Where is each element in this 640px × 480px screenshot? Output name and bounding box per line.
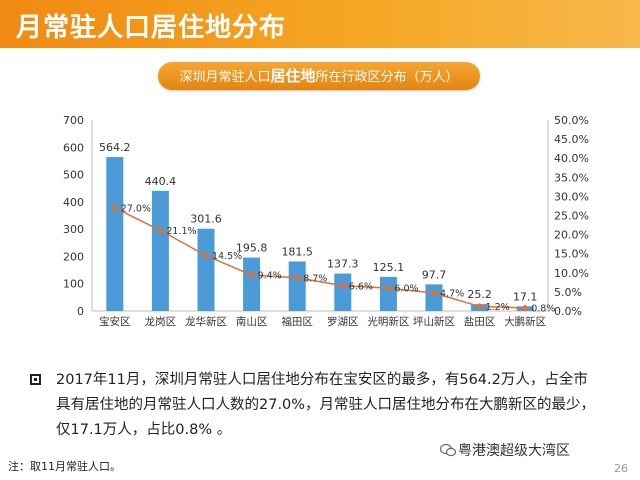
bar <box>243 257 261 311</box>
percent-value-label: 27.0% <box>121 203 151 214</box>
x-tick-label: 福田区 <box>281 315 313 328</box>
y-tick-label-left: 700 <box>63 114 84 127</box>
header-banner: 月常驻人口居住地分布 <box>0 0 640 48</box>
x-tick-label: 罗湖区 <box>327 316 359 328</box>
percent-value-label: 9.4% <box>258 271 282 282</box>
chart-subtitle-prefix: 深圳月常驻人口 <box>179 70 271 85</box>
y-tick-label-right: 40.0% <box>554 152 589 165</box>
percent-value-label: 21.1% <box>166 226 196 237</box>
y-tick-label-left: 500 <box>63 169 84 182</box>
bar-value-label: 181.5 <box>281 245 313 258</box>
chart-subtitle-box: 深圳月常驻人口居住地所在行政区分布（万人） <box>158 62 480 90</box>
combo-chart: 0 100 200 300 400 500 600 700 0.0% 5.0% 10.0% 15.0%… <box>63 114 589 328</box>
x-tick-label: 坪山新区 <box>413 315 455 328</box>
chart-subtitle-bold: 居住地 <box>270 67 316 85</box>
percent-point <box>111 204 119 212</box>
y-tick-label-left: 400 <box>63 196 84 209</box>
chart-subtitle-suffix: 所在行政区分布（万人） <box>315 70 459 85</box>
y-tick-label-right: 50.0% <box>554 114 589 127</box>
bar-value-label: 301.6 <box>190 213 222 226</box>
y-tick-label-left: 200 <box>63 250 84 263</box>
y-tick-label-left: 100 <box>63 278 84 291</box>
y-tick-label-left: 0 <box>77 305 84 318</box>
percent-value-label: 1.2% <box>486 302 510 313</box>
y-tick-label-right: 20.0% <box>554 229 589 242</box>
bar <box>151 190 169 311</box>
y-tick-label-right: 25.0% <box>554 210 589 223</box>
watermark-text: 粤港澳超级大湾区 <box>458 443 570 459</box>
x-tick-label: 南山区 <box>236 315 268 328</box>
y-tick-label-right: 45.0% <box>554 133 589 146</box>
bar <box>334 273 352 311</box>
footnote: 注：取11月常驻人口。 <box>8 460 121 473</box>
chart-subtitle: 深圳月常驻人口居住地所在行政区分布（万人） <box>158 62 480 90</box>
bar <box>288 261 306 311</box>
y-tick-label-right: 35.0% <box>554 171 589 184</box>
percent-value-label: 6.0% <box>394 284 418 295</box>
percent-point <box>476 302 484 310</box>
percent-point <box>339 282 347 290</box>
percent-value-label: 4.7% <box>440 289 464 300</box>
percent-value-label: 14.5% <box>212 251 242 262</box>
y-tick-label-left: 600 <box>63 141 84 154</box>
wechat-icon <box>440 443 456 457</box>
bar-value-label: 440.4 <box>145 175 177 188</box>
x-tick-label: 光明新区 <box>367 315 409 328</box>
percent-point <box>248 271 256 279</box>
bar <box>106 157 124 311</box>
summary-text: 2017年11月，深圳月常驻人口居住地分布在宝安区的最多，有564.2万人，占全… <box>56 372 596 438</box>
x-tick-label: 大鹏新区 <box>504 315 546 328</box>
bar-value-label: 25.2 <box>467 288 492 301</box>
bar <box>197 228 215 311</box>
page-number: 26 <box>614 462 628 475</box>
y-tick-label-right: 15.0% <box>554 248 589 261</box>
y-tick-label-left: 300 <box>63 223 84 236</box>
percent-point <box>430 289 438 297</box>
percent-point <box>384 284 392 292</box>
percent-value-label: 0.8% <box>531 303 555 314</box>
page-title: 月常驻人口居住地分布 <box>16 13 287 43</box>
bullet-square-icon <box>30 374 41 385</box>
bar-value-label: 125.1 <box>373 261 405 274</box>
bar-value-label: 97.7 <box>422 268 447 281</box>
percent-value-label: 6.6% <box>349 281 373 292</box>
bar-value-label: 564.2 <box>99 141 131 154</box>
x-tick-label: 盐田区 <box>464 315 496 328</box>
percent-point <box>156 226 164 234</box>
y-tick-label-right: 0.0% <box>554 305 582 318</box>
bar <box>425 284 443 311</box>
bar-value-label: 17.1 <box>513 290 538 303</box>
percent-line <box>114 207 526 309</box>
x-tick-label: 龙华新区 <box>185 315 227 328</box>
x-tick-label: 宝安区 <box>99 315 131 328</box>
bar-value-label: 137.3 <box>327 258 359 271</box>
x-tick-label: 龙岗区 <box>145 315 177 328</box>
y-tick-label-right: 10.0% <box>554 267 589 280</box>
percent-point <box>293 274 301 282</box>
percent-point <box>202 252 210 260</box>
bar-value-label: 195.8 <box>236 242 268 255</box>
y-tick-label-right: 30.0% <box>554 190 589 203</box>
bar <box>379 276 397 311</box>
y-tick-label-right: 5.0% <box>554 286 582 299</box>
percent-value-label: 8.7% <box>303 273 327 284</box>
percent-point <box>521 304 529 312</box>
